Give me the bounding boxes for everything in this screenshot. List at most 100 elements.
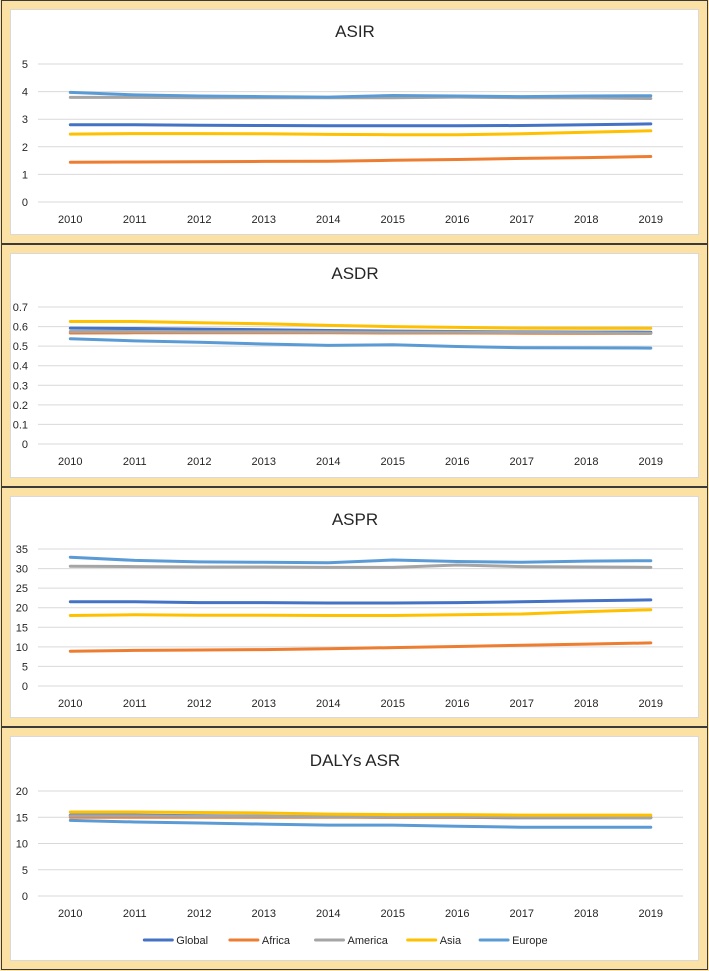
y-tick-label: 0.2 [13, 400, 28, 412]
x-tick-label: 2017 [510, 698, 534, 710]
chart-panel-1: ASIR 0 1 2 3 4 5 2010 2011 2012 2013 2014 2015 2016 20… [1, 0, 708, 244]
x-tick-label: 2019 [639, 456, 663, 468]
chart-svg: DALYs ASR 0 5 10 15 20 2010 2011 2012 2013 2014 201… [16, 751, 683, 947]
y-tick-label: 5 [22, 865, 28, 877]
legend-label-africa: Africa [262, 935, 291, 947]
x-tick-label: 2014 [316, 456, 340, 468]
x-tick-label: 2013 [252, 698, 276, 710]
y-tick-label: 4 [22, 87, 28, 99]
y-tick-label: 15 [16, 622, 28, 634]
x-tick-label: 2016 [445, 698, 469, 710]
y-tick-label: 5 [22, 661, 28, 673]
x-tick-label: 2011 [123, 698, 147, 710]
y-tick-label: 10 [16, 642, 28, 654]
series-line-america [68, 814, 653, 820]
chart-svg: ASIR 0 1 2 3 4 5 2010 2011 2012 2013 2014 2015 2016 20… [22, 22, 683, 226]
chart-panel-2: ASDR 0 0.1 0.2 0.3 0.4 0.5 0.6 0.7 2010 2011 2012 20… [1, 244, 708, 487]
x-tick-label: 2014 [316, 214, 340, 226]
y-tick-label: 0 [22, 439, 28, 451]
legend-label-europe: Europe [512, 935, 547, 947]
x-tick-label: 2018 [574, 456, 598, 468]
legend-label-asia: Asia [440, 935, 462, 947]
series-line-asia [68, 608, 653, 617]
y-tick-label: 0.7 [13, 302, 28, 314]
x-tick-label: 2017 [510, 214, 534, 226]
y-tick-label: 5 [22, 59, 28, 71]
y-tick-label: 20 [16, 603, 28, 615]
series-line-europe [68, 555, 653, 565]
chart-panel-3: ASPR 0 5 10 15 20 25 30 35 2010 2011 2012 2013 2014 20… [1, 487, 708, 727]
series-line-asia [68, 320, 653, 330]
y-tick-label: 0 [22, 197, 28, 209]
x-tick-label: 2010 [58, 698, 82, 710]
series-line-america [68, 330, 653, 335]
x-tick-label: 2012 [187, 214, 211, 226]
x-tick-label: 2018 [574, 908, 598, 920]
y-tick-label: 0.5 [13, 341, 28, 353]
legend-label-america: America [348, 935, 389, 947]
x-tick-label: 2018 [574, 214, 598, 226]
x-tick-label: 2012 [187, 908, 211, 920]
series-line-europe [68, 337, 653, 350]
x-tick-label: 2010 [58, 908, 82, 920]
legend: Global Africa America Asia Europe [142, 935, 548, 947]
chart-title: ASPR [332, 510, 378, 529]
y-tick-label: 0 [22, 681, 28, 693]
x-tick-label: 2016 [445, 456, 469, 468]
x-tick-label: 2012 [187, 456, 211, 468]
chart-svg: ASDR 0 0.1 0.2 0.3 0.4 0.5 0.6 0.7 2010 2011 2012 20… [13, 264, 683, 468]
y-tick-label: 1 [22, 169, 28, 181]
x-tick-label: 2015 [381, 908, 405, 920]
chart-panel-4: DALYs ASR 0 5 10 15 20 2010 2011 2012 2013 2014 201… [1, 727, 708, 970]
x-tick-label: 2011 [123, 214, 147, 226]
x-tick-label: 2011 [123, 908, 147, 920]
chart-area [10, 9, 699, 235]
y-tick-label: 25 [16, 583, 28, 595]
x-tick-label: 2012 [187, 698, 211, 710]
x-tick-label: 2015 [381, 456, 405, 468]
x-tick-label: 2010 [58, 456, 82, 468]
series-line-asia [68, 810, 653, 817]
series-line-europe [68, 818, 653, 829]
y-tick-label: 15 [16, 812, 28, 824]
x-tick-label: 2013 [252, 214, 276, 226]
x-tick-label: 2011 [123, 456, 147, 468]
chart-title: ASDR [331, 264, 378, 283]
x-tick-label: 2018 [574, 698, 598, 710]
chart-area [10, 736, 699, 961]
x-tick-label: 2017 [510, 908, 534, 920]
series-line-europe [68, 90, 653, 99]
x-tick-label: 2016 [445, 908, 469, 920]
x-tick-label: 2017 [510, 456, 534, 468]
x-tick-label: 2019 [639, 698, 663, 710]
y-tick-label: 20 [16, 786, 28, 798]
chart-title: DALYs ASR [310, 751, 400, 770]
chart-area [10, 496, 699, 718]
y-tick-label: 0.3 [13, 380, 28, 392]
y-tick-label: 3 [22, 114, 28, 126]
series-line-asia [68, 129, 653, 137]
series-line-africa [68, 641, 653, 653]
y-tick-label: 2 [22, 142, 28, 154]
x-tick-label: 2013 [252, 456, 276, 468]
y-tick-label: 0 [22, 891, 28, 903]
series-line-africa [68, 155, 653, 164]
y-tick-label: 0.1 [13, 419, 28, 431]
x-tick-label: 2014 [316, 698, 340, 710]
chart-title: ASIR [335, 22, 375, 41]
series-line-global [68, 122, 653, 128]
x-tick-label: 2014 [316, 908, 340, 920]
y-tick-label: 0.4 [13, 361, 28, 373]
x-tick-label: 2013 [252, 908, 276, 920]
x-tick-label: 2010 [58, 214, 82, 226]
chart-svg: ASPR 0 5 10 15 20 25 30 35 2010 2011 2012 2013 2014 20… [16, 510, 683, 710]
x-tick-label: 2015 [381, 214, 405, 226]
x-tick-label: 2016 [445, 214, 469, 226]
y-tick-label: 10 [16, 839, 28, 851]
series-line-america [68, 563, 653, 569]
series-line-global [68, 598, 653, 605]
y-tick-label: 30 [16, 564, 28, 576]
x-tick-label: 2015 [381, 698, 405, 710]
y-tick-label: 0.6 [13, 322, 28, 334]
